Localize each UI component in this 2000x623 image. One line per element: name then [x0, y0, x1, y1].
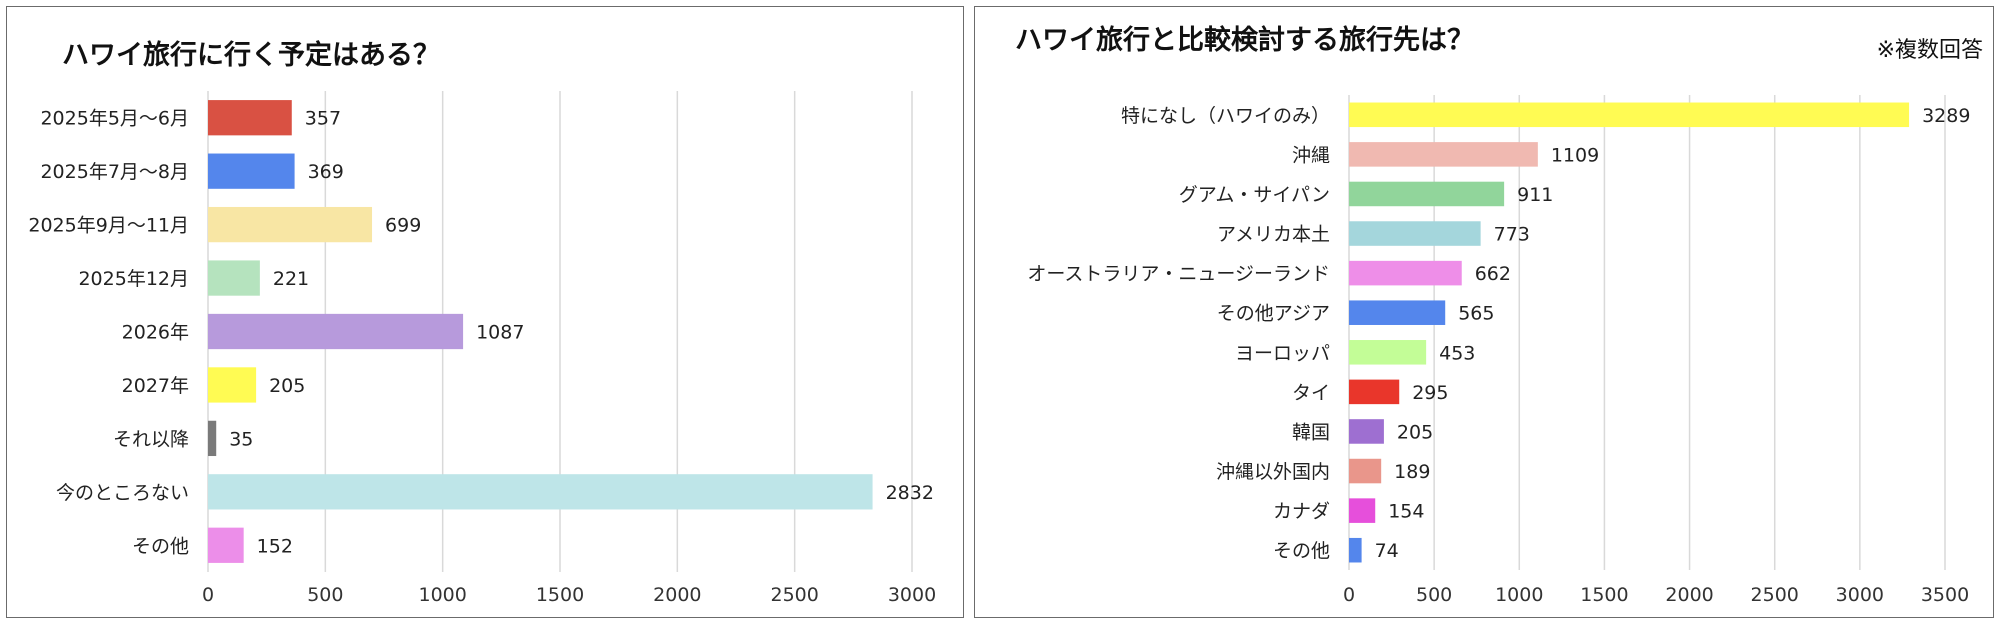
x-tick-label: 1000	[418, 584, 466, 606]
data-label: 369	[308, 161, 344, 183]
chart-alternative-destinations: ハワイ旅行と比較検討する旅行先は？ ※複数回答 0 500 1000 1500 2000…	[1015, 24, 1983, 606]
bar	[1349, 221, 1481, 246]
x-tick-label: 1500	[536, 584, 584, 606]
data-label: 152	[257, 535, 293, 557]
bar	[1349, 260, 1462, 286]
category-label: 沖縄	[1292, 144, 1330, 166]
bar	[1349, 537, 1362, 563]
bar	[208, 313, 464, 350]
data-label: 453	[1439, 342, 1475, 364]
data-label: 773	[1494, 224, 1530, 246]
x-tick-label: 2000	[1665, 584, 1713, 606]
bar	[208, 153, 295, 189]
bar	[208, 260, 260, 296]
category-label: それ以降	[113, 428, 189, 450]
bar	[208, 420, 217, 457]
category-label: 2025年12月	[78, 268, 189, 290]
data-label: 662	[1475, 263, 1511, 285]
category-label: 韓国	[1292, 421, 1330, 443]
category-label: 特になし（ハワイのみ）	[1121, 105, 1330, 127]
x-tick-label: 3500	[1921, 584, 1969, 606]
category-label: 2026年	[122, 322, 189, 344]
data-label: 357	[305, 108, 341, 130]
category-label: 2025年5月～6月	[40, 108, 189, 130]
x-tick-label: 3000	[1836, 584, 1884, 606]
x-tick-label: 0	[1343, 584, 1355, 606]
data-label: 205	[269, 375, 305, 397]
bar	[208, 527, 244, 563]
category-label: オーストラリア・ニュージーランド	[1027, 263, 1330, 285]
category-label: アメリカ本土	[1217, 224, 1330, 246]
x-tick-label: 500	[307, 584, 343, 606]
bar	[1349, 419, 1384, 444]
category-label: 2027年	[122, 375, 189, 397]
data-label: 1109	[1551, 144, 1599, 166]
data-label: 3289	[1922, 105, 1970, 127]
chart-title: ハワイ旅行と比較検討する旅行先は？	[1015, 24, 1474, 56]
data-label: 205	[1397, 421, 1433, 443]
x-tick-label: 500	[1416, 584, 1452, 606]
category-label: その他アジア	[1217, 303, 1330, 325]
category-label: その他	[1273, 540, 1330, 562]
x-tick-label: 1000	[1495, 584, 1543, 606]
data-label: 911	[1517, 184, 1553, 206]
bar	[208, 100, 292, 136]
chart-panel-travel-plans: ハワイ旅行に行く予定はある？ 0 500 1000 1500 2000 2500 3000 2…	[6, 6, 964, 618]
bar	[1349, 340, 1427, 365]
data-label: 189	[1394, 461, 1430, 483]
category-label: 今のところない	[56, 482, 189, 504]
category-label: タイ	[1292, 382, 1330, 404]
data-label: 2832	[886, 482, 934, 504]
data-label: 35	[229, 428, 253, 450]
bar	[208, 206, 373, 243]
category-label: グアム・サイパン	[1179, 184, 1330, 206]
x-tick-label: 2000	[653, 584, 701, 606]
chart-panel-alternative-destinations: ハワイ旅行と比較検討する旅行先は？ ※複数回答 0 500 1000 1500 2000…	[974, 6, 1994, 618]
category-label: 2025年9月～11月	[28, 215, 189, 237]
data-label: 699	[385, 215, 421, 237]
chart-note: ※複数回答	[1877, 38, 1983, 63]
bar	[1349, 379, 1400, 405]
category-label: カナダ	[1273, 501, 1330, 523]
bar	[1349, 142, 1538, 167]
bar	[1349, 300, 1446, 325]
x-tick-label: 1500	[1580, 584, 1628, 606]
x-tick-label: 2500	[770, 584, 818, 606]
chart-title: ハワイ旅行に行く予定はある？	[62, 39, 440, 71]
category-label: その他	[132, 535, 189, 557]
data-label: 154	[1388, 501, 1424, 523]
bar	[1349, 181, 1505, 207]
data-label: 221	[273, 268, 309, 290]
chart-travel-plans: ハワイ旅行に行く予定はある？ 0 500 1000 1500 2000 2500 3000 2…	[28, 39, 936, 606]
bar	[208, 474, 873, 510]
data-label: 565	[1458, 303, 1494, 325]
data-label: 295	[1412, 382, 1448, 404]
category-label: ヨーロッパ	[1235, 342, 1330, 364]
bar	[1349, 458, 1382, 484]
x-tick-label: 3000	[888, 584, 936, 606]
bar	[1349, 102, 1910, 128]
bar	[1349, 498, 1376, 523]
category-label: 2025年7月～8月	[40, 161, 189, 183]
bar	[208, 367, 257, 403]
data-label: 1087	[476, 322, 524, 344]
data-label: 74	[1375, 540, 1399, 562]
x-tick-label: 0	[202, 584, 214, 606]
category-label: 沖縄以外国内	[1216, 461, 1330, 483]
x-tick-label: 2500	[1751, 584, 1799, 606]
